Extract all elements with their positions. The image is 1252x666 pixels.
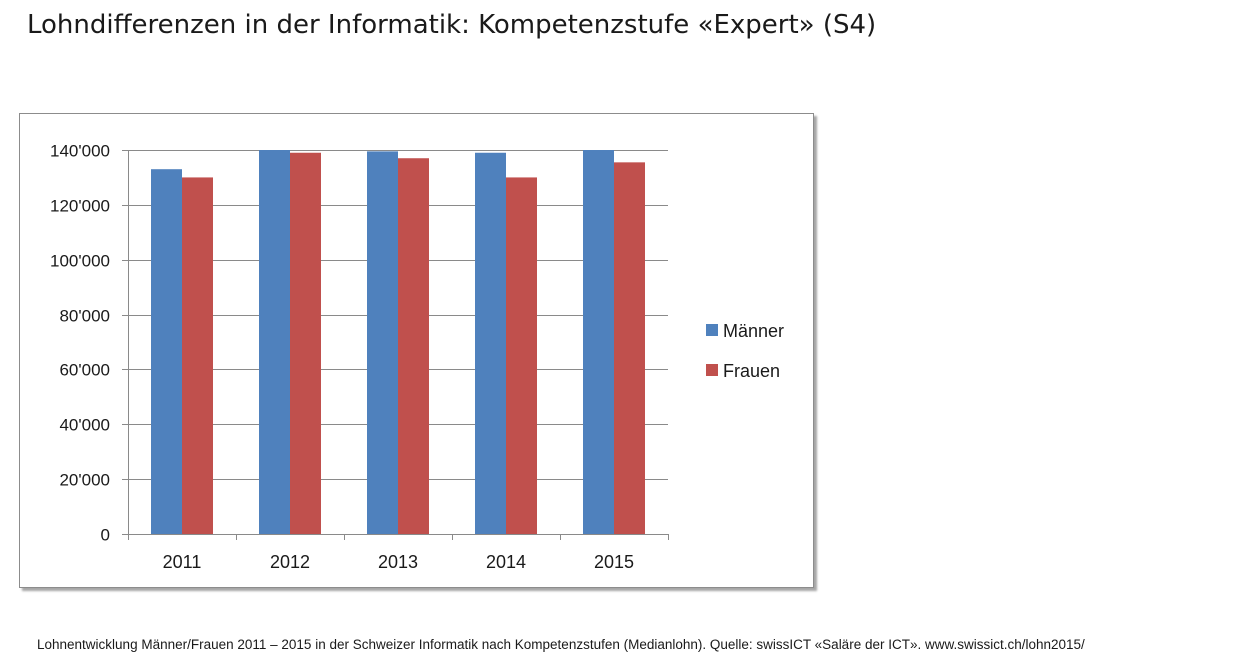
- x-tick-label: 2014: [486, 552, 526, 572]
- bar-maenner-2011: [151, 169, 182, 534]
- legend-swatch: [706, 364, 718, 376]
- x-tick-label: 2012: [270, 552, 310, 572]
- bar-maenner-2012: [259, 150, 290, 534]
- bar-maenner-2013: [367, 151, 398, 534]
- bar-maenner-2014: [475, 152, 506, 534]
- x-tick-label: 2015: [594, 552, 634, 572]
- bar-frauen-2011: [182, 177, 213, 534]
- y-tick-label: 140'000: [50, 142, 110, 161]
- bar-maenner-2015: [583, 150, 614, 534]
- legend-label: Frauen: [723, 361, 780, 381]
- x-tick-label: 2011: [163, 552, 202, 572]
- legend-swatch: [706, 324, 718, 336]
- source-caption: Lohnentwicklung Männer/Frauen 2011 – 201…: [37, 637, 1085, 652]
- x-tick-label: 2013: [378, 552, 418, 572]
- bar-chart: 0 20'000 40'000 60'000 80'000 100'000 120'000 1…: [50, 142, 784, 573]
- bar-frauen-2012: [290, 152, 321, 534]
- bar-frauen-2013: [398, 158, 429, 534]
- y-tick-label: 0: [101, 526, 110, 545]
- y-tick-label: 40'000: [59, 416, 110, 435]
- y-tick-label: 120'000: [50, 197, 110, 216]
- page-title: Lohndifferenzen in der Informatik: Kompe…: [27, 10, 877, 40]
- y-tick-label: 20'000: [59, 471, 110, 490]
- y-tick-label: 100'000: [50, 252, 110, 271]
- bar-frauen-2014: [506, 177, 537, 534]
- chart-frame: 0 20'000 40'000 60'000 80'000 100'000 120'000 1…: [19, 113, 814, 588]
- legend-label: Männer: [723, 321, 784, 341]
- y-tick-label: 80'000: [59, 307, 110, 326]
- y-tick-label: 60'000: [59, 361, 110, 380]
- bar-frauen-2015: [614, 162, 645, 534]
